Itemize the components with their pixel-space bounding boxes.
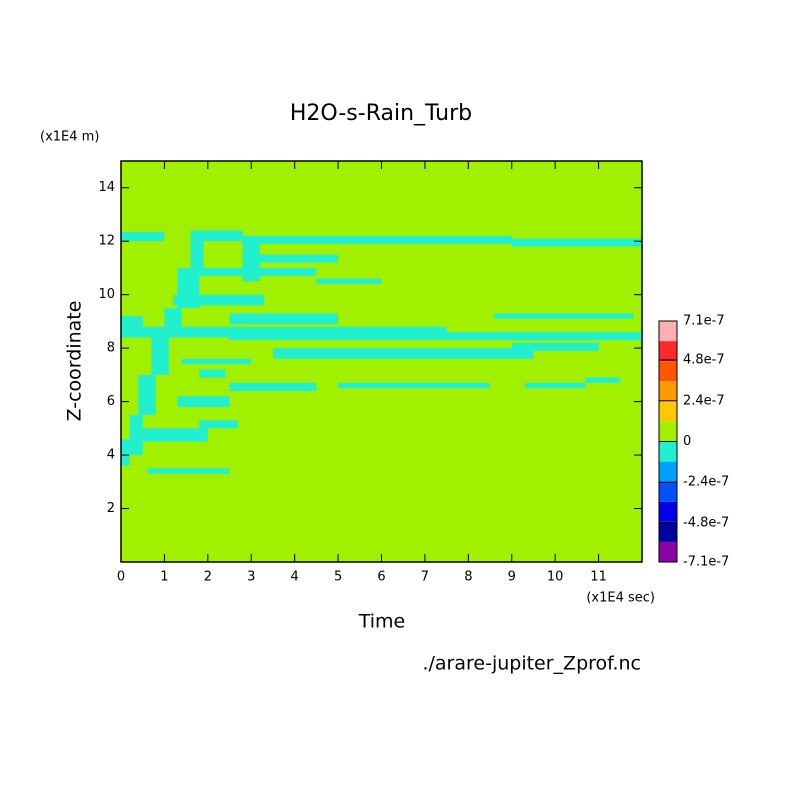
contour-cell [199, 369, 226, 378]
contour-cell [129, 414, 143, 456]
y-tick-label: 12 [98, 234, 115, 249]
contour-cell [147, 468, 230, 474]
colorbar-swatch [659, 461, 677, 482]
colorbar-swatch [659, 541, 677, 562]
colorbar-swatch [659, 521, 677, 542]
contour-cell [229, 382, 317, 391]
contour-cell [151, 334, 169, 375]
contour-cell [338, 382, 491, 389]
contour-cell [524, 382, 586, 389]
contour-cell [272, 348, 534, 359]
contour-cell [190, 230, 243, 242]
colorbar-swatch [659, 361, 677, 382]
contour-cell [229, 326, 447, 341]
contour-cell [585, 377, 621, 383]
colorbar-tick-label: 7.1e-7 [683, 314, 725, 329]
x-tick-label: 4 [291, 570, 299, 585]
contour-cell [121, 439, 130, 466]
contour-cell [359, 235, 512, 244]
x-tick-label: 0 [117, 570, 125, 585]
chart-title: H2O-s-Rain_Turb [290, 101, 472, 126]
x-unit: (x1E4 sec) [586, 591, 655, 606]
y-axis-label: Z-coordinate [64, 301, 86, 422]
x-tick-label: 7 [421, 570, 429, 585]
x-tick-label: 8 [464, 570, 472, 585]
contour-cell [199, 420, 239, 429]
contour-cell [181, 358, 252, 365]
colorbar-tick-label: -4.8e-7 [683, 515, 729, 530]
colorbar-swatch [659, 401, 677, 422]
colorbar-swatch [659, 321, 677, 342]
x-tick-label: 11 [590, 570, 607, 585]
contour-cell [121, 316, 143, 327]
contour-cell [164, 308, 182, 335]
contour-cell [511, 342, 599, 351]
colorbar-tick-label: 2.4e-7 [683, 393, 725, 408]
contour-cell [446, 332, 642, 341]
colorbar-swatch [659, 481, 677, 502]
colorbar-tick-label: 4.8e-7 [683, 353, 725, 368]
colorbar-tick-label: 0 [683, 434, 691, 449]
contour-cell [259, 235, 360, 244]
y-tick-label: 6 [107, 394, 115, 409]
colorbar-swatch [659, 381, 677, 402]
x-tick-label: 5 [334, 570, 342, 585]
colorbar-swatch [659, 501, 677, 522]
contour-cell [190, 230, 204, 268]
x-tick-label: 2 [204, 570, 212, 585]
contour-cell [511, 238, 642, 247]
contour-cell [494, 313, 634, 319]
x-tick-label: 3 [247, 570, 255, 585]
colorbar-tick-label: -7.1e-7 [683, 555, 729, 570]
y-tick-label: 4 [107, 448, 115, 463]
colorbar-swatch [659, 441, 677, 462]
x-tick-label: 10 [547, 570, 564, 585]
y-tick-label: 8 [107, 341, 115, 356]
colorbar-swatch [659, 341, 677, 362]
x-tick-label: 6 [377, 570, 385, 585]
source-label: ./arare-jupiter_Zprof.nc [422, 653, 641, 675]
contour-cell [177, 267, 200, 309]
contour-cell [142, 428, 208, 442]
contour-cell [316, 278, 382, 284]
contour-cell [121, 231, 165, 242]
x-tick-label: 9 [508, 570, 516, 585]
contour-cell [229, 313, 339, 325]
colorbar-swatch [659, 421, 677, 442]
contour-cell [177, 396, 230, 407]
contour-cell [251, 254, 339, 263]
x-tick-label: 1 [160, 570, 168, 585]
y-tick-label: 14 [98, 180, 115, 195]
contour-cell [173, 294, 265, 306]
contour-cell [138, 374, 156, 415]
x-axis-label: Time [358, 611, 406, 633]
colorbar-tick-label: -2.4e-7 [683, 475, 729, 490]
y-tick-label: 10 [98, 287, 115, 302]
y-tick-label: 2 [107, 501, 115, 516]
contour-cell [242, 235, 260, 282]
y-unit: (x1E4 m) [40, 130, 99, 145]
